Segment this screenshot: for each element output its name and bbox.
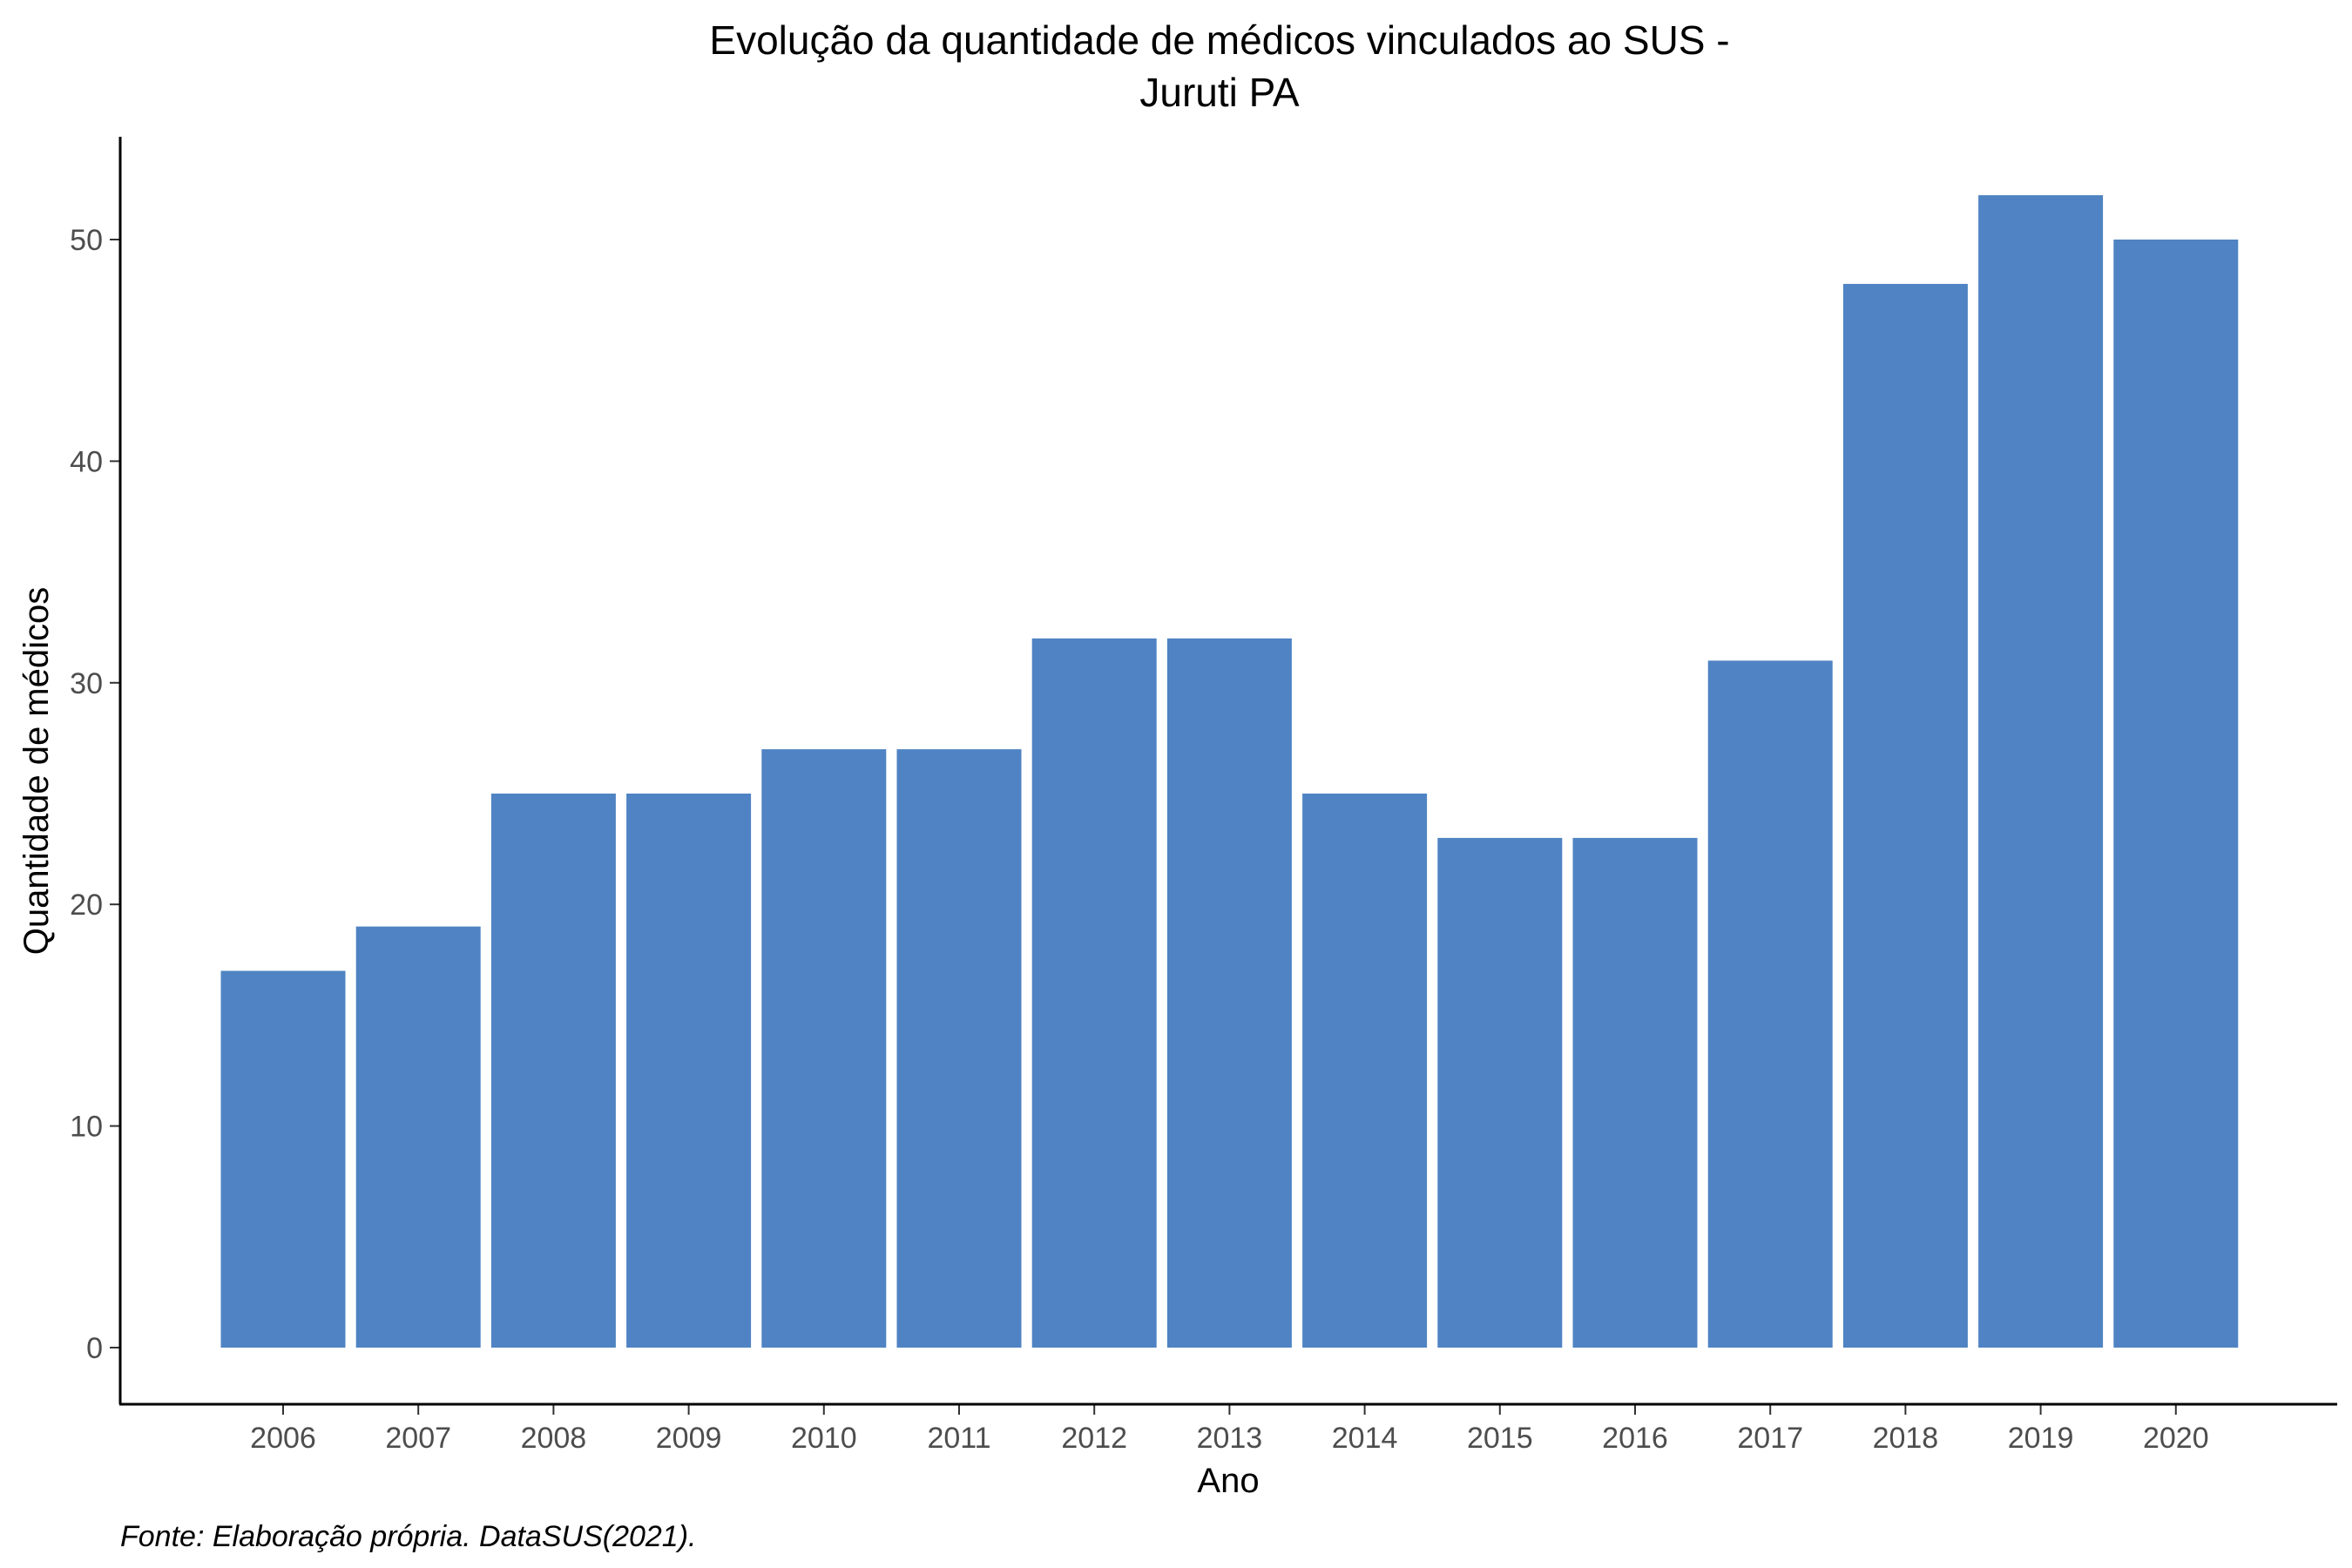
chart-title-line-2: Juruti PA: [1139, 70, 1300, 115]
bar-2015: [1437, 837, 1563, 1348]
bar-2018: [1842, 283, 1968, 1348]
bar-2017: [1707, 660, 1833, 1348]
x-tick-label-2015: 2015: [1467, 1422, 1533, 1455]
y-tick-label-50: 50: [70, 224, 103, 257]
x-tick-label-2016: 2016: [1602, 1422, 1668, 1455]
y-tick-label-10: 10: [70, 1111, 103, 1144]
y-axis-title: Quantidade de médicos: [17, 587, 56, 956]
y-tick-label-30: 30: [70, 667, 103, 700]
y-tick-label-40: 40: [70, 445, 103, 478]
x-tick-label-2013: 2013: [1197, 1422, 1263, 1455]
bar-2016: [1572, 837, 1698, 1348]
bar-2010: [761, 749, 887, 1348]
x-tick-label-2011: 2011: [927, 1422, 990, 1455]
x-tick-label-2020: 2020: [2143, 1422, 2209, 1455]
bar-2012: [1031, 638, 1157, 1348]
bar-2009: [626, 794, 752, 1348]
bar-2006: [220, 970, 346, 1348]
bar-2020: [2113, 240, 2239, 1348]
bar-2019: [1978, 195, 2104, 1348]
x-tick-label-2012: 2012: [1061, 1422, 1127, 1455]
x-ticks-group: 2006 2007 2008 2009 2010 2011 2012 2013 2014 2015…: [250, 1404, 2209, 1455]
x-tick-label-2009: 2009: [656, 1422, 722, 1455]
x-tick-label-2010: 2010: [791, 1422, 857, 1455]
bar-2014: [1302, 794, 1428, 1348]
y-tick-label-20: 20: [70, 889, 103, 922]
x-axis-title: Ano: [1197, 1462, 1259, 1500]
x-tick-label-2006: 2006: [250, 1422, 316, 1455]
bars-group: [220, 195, 2239, 1348]
chart-title-line-1: Evolução da quantidade de médicos vincul…: [709, 17, 1729, 63]
bar-2007: [355, 926, 481, 1348]
x-tick-label-2017: 2017: [1737, 1422, 1803, 1455]
x-tick-label-2007: 2007: [385, 1422, 451, 1455]
bar-2013: [1166, 638, 1292, 1348]
x-tick-label-2014: 2014: [1332, 1422, 1398, 1455]
x-tick-label-2008: 2008: [521, 1422, 587, 1455]
source-caption: Fonte: Elaboração própria. DataSUS(2021)…: [120, 1520, 696, 1553]
y-tick-label-0: 0: [86, 1332, 103, 1365]
bar-2011: [896, 749, 1022, 1348]
x-tick-label-2019: 2019: [2008, 1422, 2074, 1455]
y-ticks-group: 0 10 20 30 40 50: [70, 224, 120, 1365]
bar-2008: [490, 794, 616, 1348]
x-tick-label-2018: 2018: [1873, 1422, 1939, 1455]
